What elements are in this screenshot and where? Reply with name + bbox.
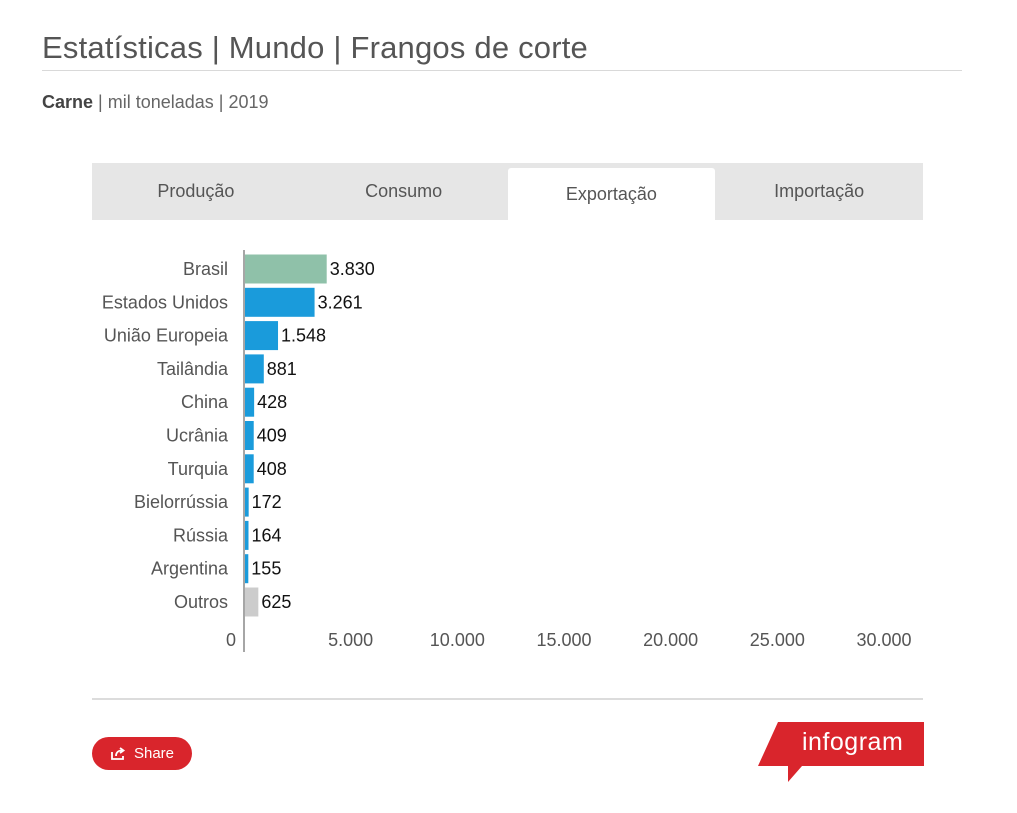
data-label: 881: [267, 359, 297, 379]
x-tick-label: 10.000: [430, 630, 485, 650]
category-label: Ucrânia: [166, 426, 229, 446]
share-label: Share: [133, 745, 175, 762]
bar: [245, 321, 279, 351]
share-icon: [111, 746, 126, 760]
category-label: Bielorrússia: [134, 492, 229, 512]
bar: [245, 487, 249, 517]
tab-bar: Produção Consumo Exportação Importação: [92, 163, 923, 220]
page-subtitle: Carne | mil toneladas | 2019: [42, 92, 269, 113]
share-button[interactable]: Share: [92, 737, 192, 770]
category-label: Brasil: [183, 259, 228, 279]
x-tick-label: 25.000: [750, 630, 805, 650]
tab-producao[interactable]: Produção: [157, 181, 235, 201]
bar: [245, 520, 249, 550]
data-label: 1.548: [281, 326, 326, 346]
data-label: 408: [257, 459, 287, 479]
tab-consumo[interactable]: Consumo: [365, 181, 443, 201]
subtitle-bold: Carne: [42, 92, 94, 112]
bar: [245, 387, 255, 417]
page-title: Estatísticas | Mundo | Frangos de corte: [42, 30, 588, 65]
x-tick-label: 30.000: [856, 630, 911, 650]
data-label: 3.261: [318, 292, 363, 312]
bar: [245, 287, 315, 317]
bar: [245, 587, 259, 617]
subtitle-rest: | mil toneladas | 2019: [93, 92, 269, 112]
infogram-logo-text: infogram: [802, 728, 904, 756]
bar: [245, 421, 254, 450]
data-label: 155: [251, 559, 281, 579]
category-label: Rússia: [173, 525, 229, 545]
data-label: 409: [257, 426, 287, 446]
x-tick-label: 0: [226, 630, 236, 650]
category-label: Outros: [174, 592, 228, 612]
category-label: União Europeia: [104, 326, 229, 346]
bar: [245, 454, 254, 484]
data-label: 172: [252, 492, 282, 512]
x-tick-label: 20.000: [643, 630, 698, 650]
bar: [245, 554, 249, 584]
x-tick-label: 5.000: [328, 630, 373, 650]
category-label: Tailândia: [157, 359, 229, 379]
bar: [245, 354, 264, 384]
bar: [245, 254, 327, 284]
data-label: 625: [261, 592, 291, 612]
data-label: 164: [251, 525, 281, 545]
category-label: Turquia: [168, 459, 229, 479]
category-label: Argentina: [151, 559, 229, 579]
title-divider: [42, 70, 962, 71]
data-label: 428: [257, 392, 287, 412]
data-label: 3.830: [330, 259, 375, 279]
category-label: China: [181, 392, 229, 412]
category-label: Estados Unidos: [102, 292, 228, 312]
tab-exportacao[interactable]: Exportação: [507, 168, 716, 220]
infogram-logo[interactable]: [758, 722, 924, 782]
x-tick-label: 15.000: [536, 630, 591, 650]
footer-divider: [92, 698, 923, 700]
tab-importacao[interactable]: Importação: [774, 181, 865, 201]
